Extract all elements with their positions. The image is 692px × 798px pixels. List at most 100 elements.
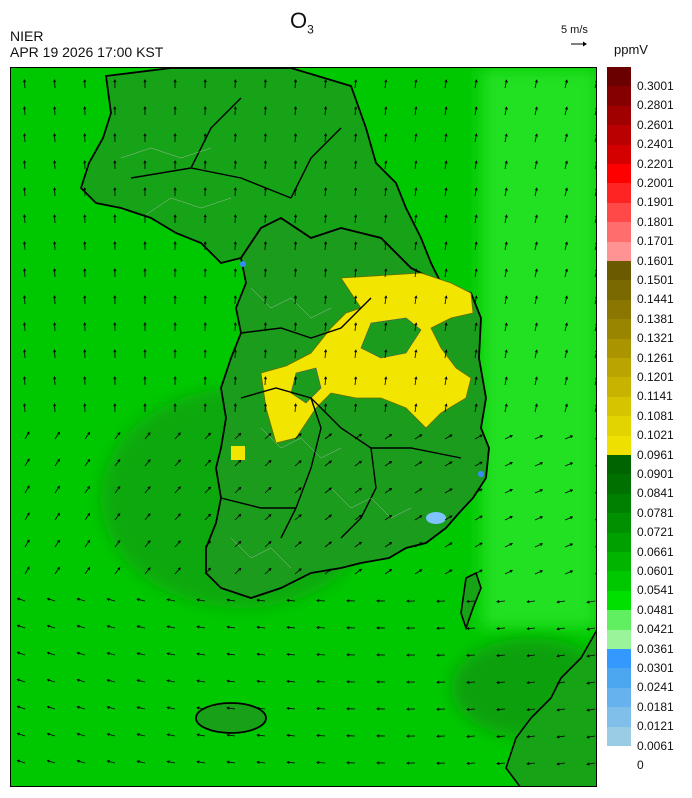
wind-arrow-head bbox=[268, 487, 272, 491]
wind-arrow-head bbox=[479, 461, 483, 465]
wind-arrow bbox=[47, 760, 56, 764]
legend-label: 0.0661 bbox=[637, 544, 674, 559]
wind-arrow-head bbox=[534, 187, 538, 191]
wind-arrow bbox=[324, 403, 327, 413]
low-ozone-spot-3 bbox=[426, 512, 446, 524]
wind-arrow bbox=[54, 241, 56, 251]
wind-arrow bbox=[24, 295, 26, 305]
wind-arrow bbox=[54, 133, 56, 143]
wind-arrow bbox=[474, 215, 477, 224]
wind-arrow-head bbox=[504, 295, 508, 299]
wind-arrow-head bbox=[293, 403, 298, 407]
wind-arrow-head bbox=[143, 187, 147, 191]
wind-arrow bbox=[384, 80, 387, 89]
wind-arrow-head bbox=[57, 431, 60, 435]
wind-arrow-head bbox=[419, 488, 423, 492]
wind-arrow-head bbox=[436, 761, 440, 765]
wind-arrow bbox=[444, 350, 447, 359]
wind-arrow-head bbox=[414, 187, 418, 191]
wind-arrow-head bbox=[316, 626, 320, 630]
wind-arrow-head bbox=[207, 513, 212, 517]
wind-arrow-head bbox=[406, 707, 410, 711]
wind-arrow-head bbox=[76, 732, 80, 736]
wind-arrow-head bbox=[414, 241, 418, 245]
wind-arrow bbox=[384, 269, 387, 278]
legend-swatch bbox=[607, 687, 631, 708]
legend-label: 0.0781 bbox=[637, 505, 674, 520]
wind-arrow bbox=[174, 540, 181, 548]
wind-arrow bbox=[54, 459, 60, 467]
wind-arrow-head bbox=[53, 295, 57, 299]
wind-arrow-head bbox=[474, 349, 478, 353]
wind-arrow-head bbox=[526, 600, 530, 604]
wind-arrow bbox=[324, 460, 332, 467]
legend-swatch bbox=[607, 222, 631, 242]
wind-arrow-head bbox=[444, 214, 448, 218]
wind-arrow bbox=[534, 516, 543, 521]
wind-arrow bbox=[354, 80, 357, 89]
wind-arrow bbox=[474, 569, 483, 575]
wind-arrow bbox=[264, 268, 266, 278]
wind-arrow-head bbox=[166, 706, 170, 710]
wind-arrow-head bbox=[293, 322, 298, 326]
wind-arrow-head bbox=[268, 541, 272, 545]
wind-arrow-head bbox=[263, 268, 267, 272]
wind-arrow-head bbox=[226, 679, 230, 683]
wind-arrow bbox=[84, 432, 90, 440]
wind-arrow-head bbox=[436, 734, 440, 738]
wind-arrow bbox=[466, 762, 476, 764]
wind-arrow bbox=[384, 134, 387, 143]
wind-arrow bbox=[77, 706, 86, 710]
wind-arrow-head bbox=[293, 214, 298, 218]
wind-arrow bbox=[137, 652, 146, 656]
wind-arrow bbox=[257, 707, 266, 710]
wind-arrow-head bbox=[474, 241, 478, 245]
legend-label: 0.0421 bbox=[637, 622, 674, 637]
wind-arrow-head bbox=[474, 376, 478, 380]
legend-label: 0.2201 bbox=[637, 156, 674, 171]
wind-arrow-head bbox=[136, 652, 140, 656]
wind-arrow bbox=[587, 708, 596, 711]
wind-arrow bbox=[294, 79, 297, 89]
wind-arrow-head bbox=[46, 678, 50, 682]
wind-arrow bbox=[227, 734, 236, 737]
wind-arrow bbox=[316, 762, 326, 764]
wind-arrow-head bbox=[203, 349, 207, 353]
wind-arrow-head bbox=[83, 160, 87, 164]
wind-arrow-head bbox=[136, 625, 140, 629]
wind-arrow-head bbox=[414, 79, 418, 83]
wind-arrow bbox=[474, 80, 477, 89]
wind-arrow-head bbox=[113, 106, 117, 110]
wind-arrow-head bbox=[384, 241, 388, 245]
wind-arrow bbox=[227, 599, 236, 602]
wind-arrow-head bbox=[226, 760, 230, 764]
wind-arrow-head bbox=[256, 733, 260, 737]
wind-arrow bbox=[504, 570, 513, 575]
wind-arrow bbox=[527, 735, 536, 738]
wind-arrow bbox=[294, 268, 297, 278]
legend-swatch bbox=[607, 610, 631, 630]
wind-arrow-head bbox=[16, 705, 20, 709]
wind-arrow bbox=[504, 462, 513, 467]
wind-arrow bbox=[414, 350, 417, 359]
wind-arrow-head bbox=[113, 214, 117, 218]
wind-arrow bbox=[594, 298, 596, 305]
wind-arrow bbox=[114, 567, 121, 575]
wind-arrow bbox=[557, 762, 566, 765]
wind-arrow-head bbox=[414, 268, 418, 272]
wind-arrow bbox=[466, 735, 476, 737]
wind-arrow-head bbox=[586, 627, 590, 631]
wind-arrow bbox=[564, 296, 568, 305]
wind-arrow-head bbox=[256, 760, 260, 764]
wind-arrow bbox=[286, 734, 296, 737]
wind-arrow-head bbox=[414, 349, 418, 353]
wind-arrow bbox=[167, 734, 176, 737]
wind-arrow bbox=[414, 515, 422, 521]
wind-arrow-head bbox=[595, 107, 596, 110]
wind-arrow bbox=[54, 79, 56, 89]
wind-arrow-head bbox=[268, 433, 272, 437]
wind-arrow bbox=[204, 459, 211, 467]
wind-arrow-head bbox=[106, 733, 110, 736]
wind-arrow bbox=[197, 626, 206, 629]
wind-arrow bbox=[234, 541, 241, 548]
